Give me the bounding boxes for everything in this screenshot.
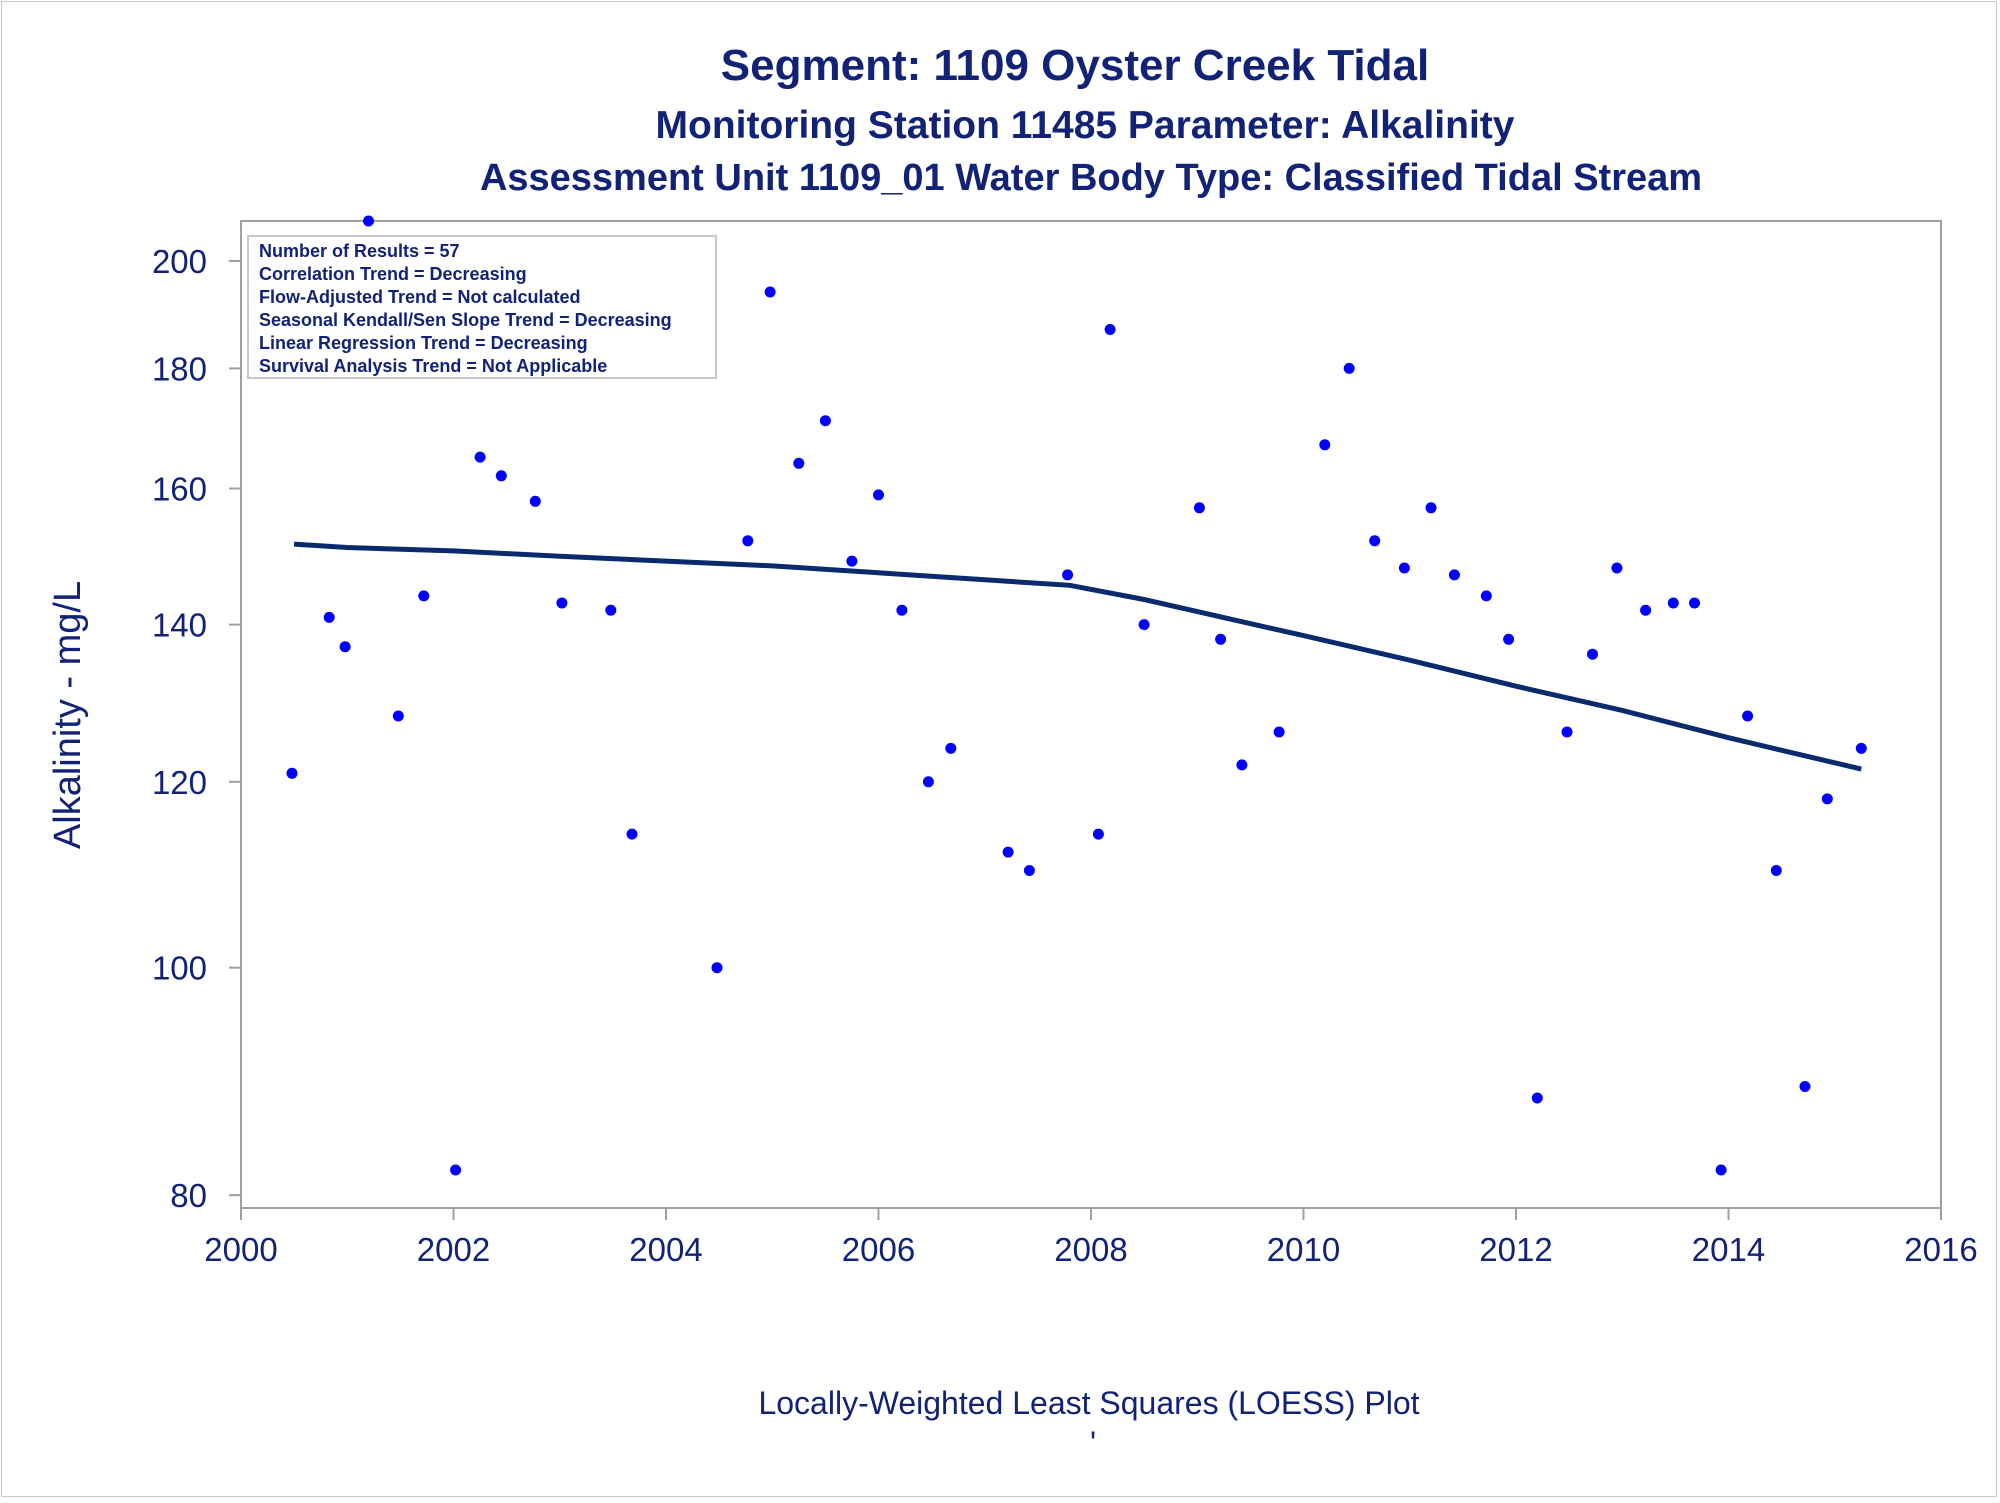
data-point: [846, 555, 858, 567]
data-point: [1002, 846, 1014, 858]
y-tick-label: 100: [152, 950, 207, 987]
x-tick-label: 2006: [842, 1231, 915, 1268]
data-point: [1611, 562, 1623, 574]
data-point: [1193, 502, 1205, 514]
data-point: [1448, 569, 1460, 581]
data-point: [793, 457, 805, 469]
chart-subtitle-1: Monitoring Station 11485 Parameter: Alka…: [656, 104, 1515, 147]
data-point: [1640, 604, 1652, 616]
data-point: [418, 590, 430, 602]
data-point: [1104, 324, 1116, 335]
chart-subtitle-2: Assessment Unit 1109_01 Water Body Type:…: [480, 157, 1702, 199]
data-point: [1531, 1092, 1543, 1104]
data-point: [764, 286, 776, 298]
data-point: [286, 767, 298, 779]
inset-line-linear-regression: Linear Regression Trend = Decreasing: [259, 333, 588, 353]
y-tick-label: 160: [152, 470, 207, 507]
data-point: [896, 604, 908, 616]
inset-line-results: Number of Results = 57: [259, 241, 460, 261]
loess-curve: [293, 541, 1862, 772]
x-tick-label: 2012: [1479, 1231, 1552, 1268]
x-tick-label: 2014: [1692, 1231, 1765, 1268]
y-tick-label: 180: [152, 350, 207, 387]
y-axis: 80 100 120 140 160 180 200: [152, 243, 241, 1214]
data-point: [1742, 710, 1754, 722]
data-point: [1667, 597, 1679, 609]
y-tick-label: 140: [152, 607, 207, 644]
inset-box: [247, 235, 717, 379]
data-point: [1398, 562, 1410, 574]
data-point: [1587, 648, 1598, 660]
data-point: [1092, 828, 1104, 840]
x-tick-label: 2010: [1267, 1231, 1340, 1268]
data-point: [1715, 1164, 1727, 1176]
data-point: [556, 597, 568, 609]
footnote-mark: ': [1090, 1425, 1096, 1461]
data-point: [323, 611, 335, 623]
data-point: [1343, 362, 1355, 374]
x-tick-label: 2002: [417, 1231, 490, 1268]
data-point: [1799, 1081, 1811, 1092]
inset-line-flow-adjusted: Flow-Adjusted Trend = Not calculated: [259, 287, 581, 307]
inset-line-correlation: Correlation Trend = Decreasing: [259, 264, 527, 284]
x-tick-label: 2016: [1904, 1231, 1977, 1268]
y-axis-label: Alkalinity - mg/L: [47, 581, 89, 849]
data-point: [1480, 590, 1492, 602]
data-point: [1369, 535, 1381, 547]
data-point: [1855, 742, 1867, 754]
data-point: [1425, 502, 1437, 514]
data-point: [1503, 633, 1515, 645]
data-point: [392, 710, 404, 722]
data-point: [711, 962, 723, 974]
data-point: [1319, 439, 1331, 451]
data-point: [1236, 759, 1248, 771]
data-point: [363, 215, 374, 227]
x-tick-label: 2008: [1054, 1231, 1127, 1268]
y-tick-label: 80: [170, 1177, 207, 1214]
data-point: [873, 489, 884, 501]
data-point: [1138, 619, 1150, 631]
data-point: [1561, 726, 1573, 738]
data-point: [742, 535, 754, 547]
data-point: [1689, 597, 1700, 609]
data-point: [495, 470, 507, 482]
data-point: [819, 415, 831, 427]
footnote: Locally-Weighted Least Squares (LOESS) P…: [758, 1385, 1419, 1421]
data-point: [450, 1164, 462, 1176]
data-point: [1062, 569, 1074, 581]
y-tick-label: 120: [152, 764, 207, 801]
data-point: [605, 604, 617, 616]
data-point: [1770, 865, 1782, 876]
data-point: [529, 495, 541, 507]
x-axis: 2000 2002 2004 2006 2008 2010 2012 2014 2016: [204, 1208, 1978, 1268]
x-tick-label: 2004: [629, 1231, 702, 1268]
data-point: [474, 451, 486, 463]
data-point: [1215, 633, 1227, 645]
data-point: [1821, 793, 1833, 805]
chart-title: Segment: 1109 Oyster Creek Tidal: [721, 41, 1429, 90]
data-point: [922, 776, 934, 788]
data-point: [1273, 726, 1285, 738]
data-point: [1023, 865, 1035, 876]
y-tick-label: 200: [152, 243, 207, 280]
inset-line-survival-analysis: Survival Analysis Trend = Not Applicable: [259, 356, 607, 376]
data-point: [945, 742, 957, 754]
data-point: [626, 828, 638, 840]
x-tick-label: 2000: [204, 1231, 277, 1268]
data-point: [339, 641, 351, 653]
inset-line-seasonal-kendall: Seasonal Kendall/Sen Slope Trend = Decre…: [259, 310, 672, 330]
statistics-inset: Number of Results = 57 Correlation Trend…: [247, 235, 717, 379]
